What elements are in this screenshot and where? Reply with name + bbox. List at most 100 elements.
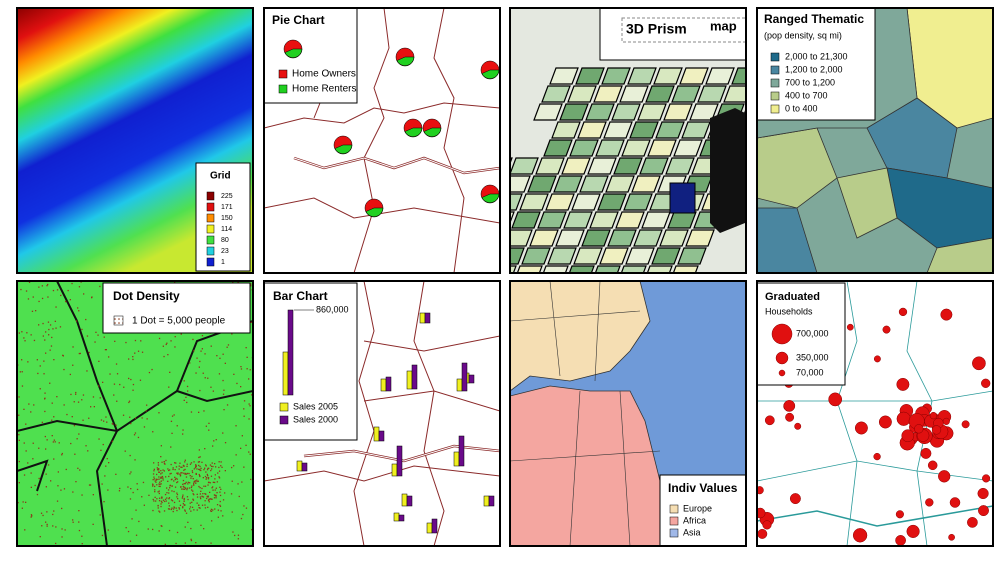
bar-2000 [488, 495, 495, 507]
dot [97, 334, 99, 336]
dot [204, 500, 206, 502]
dot [51, 402, 53, 404]
prism-cell [575, 67, 605, 85]
dot [210, 542, 212, 544]
pie-renters [365, 207, 384, 217]
dot [185, 396, 187, 398]
symbol [929, 411, 938, 420]
dot [140, 340, 142, 342]
dot [199, 496, 201, 498]
legend-title: Indiv Values [668, 481, 738, 495]
dot [176, 472, 178, 474]
dot [48, 328, 50, 331]
dot [233, 465, 235, 467]
dot [132, 358, 134, 361]
dot [115, 363, 118, 365]
legend-label: Africa [683, 515, 706, 525]
prism-cell [581, 229, 611, 247]
dot [115, 424, 117, 426]
dot [161, 497, 163, 499]
dot [207, 475, 209, 477]
dot [196, 502, 198, 504]
dot [46, 523, 48, 526]
dot [192, 499, 195, 501]
dot [151, 368, 153, 371]
prism-cell [620, 265, 647, 273]
title-frame [621, 17, 746, 43]
dot [181, 497, 183, 499]
dot [219, 494, 222, 497]
dot [200, 469, 202, 472]
symbol [828, 392, 843, 407]
dot [72, 364, 74, 366]
symbol [852, 528, 868, 543]
dot [248, 451, 250, 453]
dot [18, 434, 20, 436]
dot [18, 332, 20, 334]
dot [23, 474, 26, 476]
dot [30, 411, 32, 413]
dot [200, 467, 202, 469]
dot [70, 393, 72, 396]
prism-cell [641, 211, 671, 229]
dot [49, 324, 52, 326]
symbol [927, 460, 938, 471]
dot [219, 357, 221, 359]
dot [160, 445, 162, 447]
dot [170, 508, 172, 511]
dot [187, 481, 189, 483]
prism-cell [653, 67, 683, 85]
dot [160, 503, 162, 505]
dot [231, 511, 233, 513]
dot [130, 378, 132, 381]
prism-cell [537, 211, 567, 229]
dot [47, 321, 50, 323]
dot [122, 414, 125, 416]
dot [49, 349, 51, 351]
dot [216, 504, 219, 506]
dot [62, 354, 64, 356]
prism-panel: 3D Prism map [510, 8, 746, 273]
dot [217, 472, 219, 474]
legend-swatch [770, 78, 780, 88]
dot [184, 486, 186, 489]
dot [173, 490, 175, 493]
bar-2000 [301, 462, 308, 472]
dot [152, 483, 154, 485]
dot [174, 476, 176, 478]
dot [160, 470, 162, 472]
symbol [906, 524, 920, 538]
symbol [757, 528, 768, 539]
dot [42, 514, 44, 517]
prism-cell [647, 139, 677, 157]
dot [25, 450, 27, 452]
dot [72, 519, 74, 521]
dot [57, 485, 59, 487]
dot [137, 436, 140, 439]
europe-region [510, 281, 651, 392]
dot [44, 339, 46, 341]
dot [155, 500, 157, 502]
dot [241, 435, 243, 437]
dot [207, 484, 209, 486]
dot [226, 346, 228, 348]
dot [133, 434, 136, 436]
dot [78, 286, 81, 288]
dot [203, 528, 205, 530]
bar-2000 [461, 362, 468, 392]
dot [134, 459, 136, 461]
bar-2005 [393, 512, 400, 522]
dot [204, 448, 206, 450]
dot [21, 359, 23, 361]
prism-cell [553, 175, 583, 193]
dot [209, 464, 212, 466]
dot [75, 481, 77, 483]
dot [118, 490, 121, 492]
dot [183, 488, 185, 490]
bar-2005 [426, 522, 433, 534]
dot [184, 483, 187, 485]
dot [55, 526, 57, 528]
dot [44, 435, 46, 438]
dot [199, 507, 201, 509]
dot [143, 504, 145, 506]
